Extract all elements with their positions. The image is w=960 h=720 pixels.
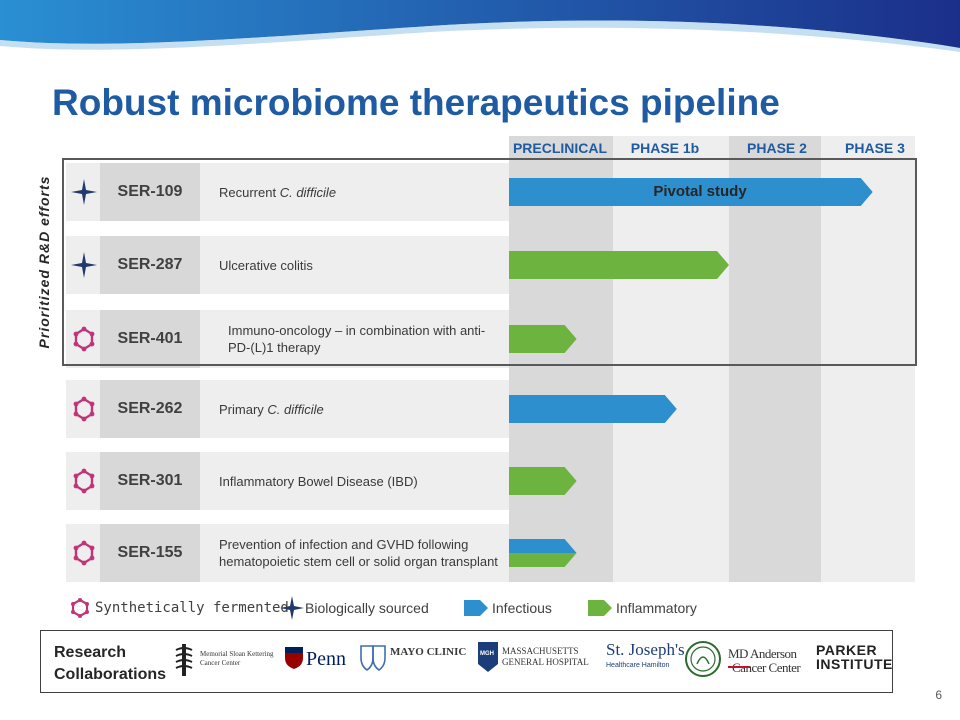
synthetic-ring-icon xyxy=(73,396,95,422)
program-code-cell xyxy=(100,163,200,221)
program-code: SER-262 xyxy=(117,400,183,417)
indication-text: Recurrent xyxy=(219,185,280,200)
program-indication: Prevention of infection and GVHD followi… xyxy=(219,536,504,570)
indication-italic-text: C. difficile xyxy=(279,185,337,200)
st-josephs-logo: St. Joseph's Healthcare Hamilton xyxy=(606,640,685,669)
synthetic-ring-icon xyxy=(71,598,89,618)
phase-cell xyxy=(821,310,915,368)
md-anderson-logo: MD Anderson Cancer Center xyxy=(728,646,801,675)
phase-cell xyxy=(729,524,821,582)
program-code-cell xyxy=(100,310,200,368)
indication-text: Inflammatory Bowel Disease (IBD) xyxy=(219,474,418,489)
four-point-star-icon xyxy=(71,179,97,205)
phase-header: PHASE 3 xyxy=(845,140,905,156)
synthetic-ring-icon xyxy=(73,326,95,352)
pipeline-bar-inflammatory xyxy=(509,251,729,279)
legend-inflammatory: Inflammatory xyxy=(616,600,697,616)
research-collaborations-label: Research Collaborations xyxy=(54,644,167,683)
legend-inflammatory-swatch xyxy=(588,600,612,616)
mayo-shields-icon xyxy=(360,645,386,671)
program-code: SER-109 xyxy=(117,183,183,200)
indication-text: Immuno-oncology – in combination with an… xyxy=(228,323,486,355)
legend-infectious-swatch xyxy=(464,600,488,616)
phase-header: PHASE 2 xyxy=(747,140,807,156)
header-wave xyxy=(0,0,960,52)
research-collaborations-box xyxy=(40,630,893,693)
program-code-cell xyxy=(100,236,200,294)
phase-cell xyxy=(821,380,915,438)
indication-text: Primary xyxy=(219,402,268,417)
mayo-logo: MAYO CLINIC xyxy=(360,644,472,674)
indication-text: Ulcerative colitis xyxy=(219,258,313,273)
page-number: 6 xyxy=(935,688,942,702)
prioritized-box xyxy=(62,158,917,366)
indication-text: Prevention of infection and GVHD followi… xyxy=(219,537,498,569)
parker-logo: PARKER INSTITUTE xyxy=(816,642,893,672)
phase-header: PRECLINICAL xyxy=(512,140,608,156)
penn-logo: Penn xyxy=(284,646,360,676)
phase-cell xyxy=(729,452,821,510)
program-code-cell xyxy=(100,524,200,582)
program-code: SER-401 xyxy=(117,330,183,347)
program-indication: Inflammatory Bowel Disease (IBD) xyxy=(219,473,504,490)
program-indication: Ulcerative colitis xyxy=(219,257,504,274)
program-code: SER-155 xyxy=(117,544,183,561)
four-point-star-icon xyxy=(71,252,97,278)
four-point-star-icon xyxy=(280,596,304,620)
pipeline-bar-infectious xyxy=(509,395,677,423)
mgh-badge-icon xyxy=(478,642,498,672)
phase-cell xyxy=(613,452,729,510)
pipeline-bar-infectious xyxy=(509,178,873,206)
program-code-cell xyxy=(100,452,200,510)
program-indication: Immuno-oncology – in combination with an… xyxy=(228,322,503,356)
phase-header: PHASE 1b xyxy=(630,140,700,156)
synthetic-ring-icon xyxy=(73,540,95,566)
phase-cell xyxy=(729,380,821,438)
bar-label: Pivotal study xyxy=(653,183,747,200)
program-indication: Primary C. difficile xyxy=(219,401,504,418)
phase-cell xyxy=(729,310,821,368)
seal-logo xyxy=(685,641,721,677)
phase-cell xyxy=(613,310,729,368)
program-code: SER-287 xyxy=(117,256,183,273)
synthetic-ring-icon xyxy=(73,468,95,494)
penn-shield-icon xyxy=(285,647,303,669)
legend-infectious: Infectious xyxy=(492,600,552,616)
pipeline-bar-infectious xyxy=(509,539,577,553)
indication-italic-text: C. difficile xyxy=(267,402,324,417)
page-title: Robust microbiome therapeutics pipeline xyxy=(52,82,780,123)
mgh-logo: MGH MASSACHUSETTS GENERAL HOSPITAL xyxy=(478,642,600,676)
pipeline-bar-inflammatory xyxy=(509,467,577,495)
legend-synthetic: Synthetically fermented xyxy=(95,600,289,616)
msk-emblem-icon xyxy=(175,644,193,676)
phase-cell xyxy=(729,236,821,294)
phase-cell xyxy=(821,452,915,510)
program-indication: Recurrent C. difficile xyxy=(219,184,504,201)
legend-biological: Biologically sourced xyxy=(305,600,429,616)
pipeline-bar-inflammatory xyxy=(509,325,577,353)
phase-cell xyxy=(613,524,729,582)
program-code: SER-301 xyxy=(117,472,183,489)
phase-cell xyxy=(821,236,915,294)
prioritized-label: Prioritized R&D efforts xyxy=(36,175,52,349)
pipeline-bar-inflammatory xyxy=(509,553,577,567)
program-code-cell xyxy=(100,380,200,438)
phase-cell xyxy=(821,524,915,582)
md-anderson-strike xyxy=(728,666,750,668)
msk-logo: Memorial Sloan Kettering Cancer Center xyxy=(172,642,282,678)
